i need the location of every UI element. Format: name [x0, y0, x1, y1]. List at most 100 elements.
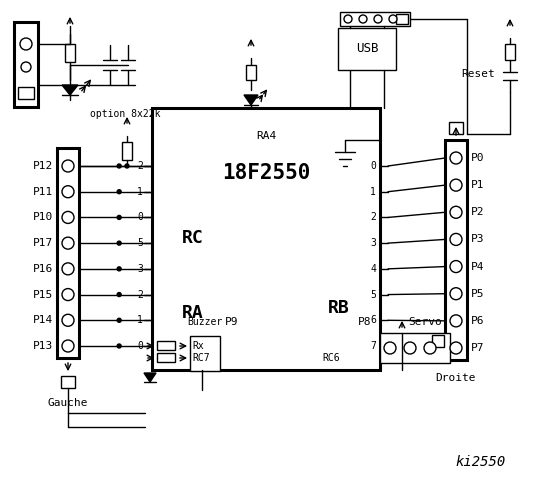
Circle shape	[450, 288, 462, 300]
Text: P6: P6	[471, 316, 484, 326]
Circle shape	[117, 267, 121, 271]
Circle shape	[117, 164, 121, 168]
Circle shape	[117, 241, 121, 245]
Bar	[157, 353, 175, 362]
Bar	[505, 44, 515, 60]
Circle shape	[62, 314, 74, 326]
Circle shape	[20, 38, 32, 50]
Text: RC: RC	[182, 229, 204, 247]
Text: 2: 2	[137, 289, 143, 300]
Text: 0: 0	[137, 341, 143, 351]
Circle shape	[450, 179, 462, 191]
Text: P14: P14	[33, 315, 53, 325]
Text: RB: RB	[328, 299, 350, 317]
Text: P15: P15	[33, 289, 53, 300]
Bar	[449, 122, 463, 134]
Text: 5: 5	[370, 289, 376, 300]
Text: P17: P17	[33, 238, 53, 248]
Bar	[57, 148, 79, 358]
Circle shape	[450, 233, 462, 245]
Text: 3: 3	[137, 264, 143, 274]
Circle shape	[117, 318, 121, 322]
Text: P8: P8	[358, 317, 372, 327]
Text: RA4: RA4	[256, 131, 276, 141]
Text: 7: 7	[370, 341, 376, 351]
Circle shape	[117, 293, 121, 297]
Bar	[18, 87, 34, 99]
Text: ki2550: ki2550	[455, 455, 505, 469]
Text: 0: 0	[137, 213, 143, 222]
Text: 18F2550: 18F2550	[222, 163, 310, 183]
Bar	[190, 336, 220, 371]
Text: P16: P16	[33, 264, 53, 274]
Bar	[445, 140, 467, 360]
Text: USB: USB	[356, 43, 378, 56]
Text: RC6: RC6	[322, 353, 340, 363]
Text: P7: P7	[471, 343, 484, 353]
Text: 1: 1	[137, 315, 143, 325]
Text: Droite: Droite	[436, 373, 476, 383]
Circle shape	[450, 342, 462, 354]
Circle shape	[62, 288, 74, 300]
Text: Buzzer: Buzzer	[187, 317, 223, 327]
Bar	[396, 14, 408, 24]
Text: 2: 2	[137, 161, 143, 171]
Circle shape	[450, 206, 462, 218]
Text: P0: P0	[471, 153, 484, 163]
Circle shape	[117, 344, 121, 348]
Polygon shape	[244, 95, 258, 105]
Bar	[65, 44, 75, 62]
Circle shape	[62, 263, 74, 275]
Text: option 8x22k: option 8x22k	[90, 109, 160, 119]
Circle shape	[21, 62, 31, 72]
Circle shape	[389, 15, 397, 23]
Text: 3: 3	[370, 238, 376, 248]
Text: Gauche: Gauche	[48, 398, 88, 408]
Circle shape	[62, 211, 74, 223]
Text: 2: 2	[370, 213, 376, 222]
Bar	[152, 108, 380, 370]
Circle shape	[62, 160, 74, 172]
Circle shape	[384, 342, 396, 354]
Bar	[61, 376, 75, 388]
Text: 4: 4	[370, 264, 376, 274]
Circle shape	[117, 216, 121, 219]
Text: P2: P2	[471, 207, 484, 217]
Bar	[340, 12, 410, 26]
Bar	[338, 28, 396, 70]
Bar	[122, 142, 132, 160]
Text: P11: P11	[33, 187, 53, 197]
Bar	[157, 341, 175, 350]
Bar	[246, 65, 256, 80]
Circle shape	[62, 237, 74, 249]
Circle shape	[359, 15, 367, 23]
Circle shape	[450, 315, 462, 327]
Circle shape	[125, 164, 129, 168]
Circle shape	[117, 190, 121, 194]
Text: RA: RA	[182, 304, 204, 322]
Circle shape	[404, 342, 416, 354]
Circle shape	[450, 152, 462, 164]
Bar	[432, 335, 444, 347]
Text: 6: 6	[370, 315, 376, 325]
Circle shape	[344, 15, 352, 23]
Text: P9: P9	[225, 317, 238, 327]
Text: RC7: RC7	[192, 353, 210, 363]
Text: Reset: Reset	[461, 69, 495, 79]
Circle shape	[62, 186, 74, 198]
Bar	[14, 22, 38, 107]
Circle shape	[424, 342, 436, 354]
Circle shape	[62, 340, 74, 352]
Text: Servo: Servo	[408, 317, 442, 327]
Text: 5: 5	[137, 238, 143, 248]
Text: 1: 1	[137, 187, 143, 197]
Text: P4: P4	[471, 262, 484, 272]
Text: P5: P5	[471, 288, 484, 299]
Text: P3: P3	[471, 234, 484, 244]
Polygon shape	[144, 373, 156, 382]
Text: P13: P13	[33, 341, 53, 351]
Text: P1: P1	[471, 180, 484, 190]
Text: 1: 1	[370, 187, 376, 197]
Circle shape	[374, 15, 382, 23]
Polygon shape	[62, 85, 78, 95]
